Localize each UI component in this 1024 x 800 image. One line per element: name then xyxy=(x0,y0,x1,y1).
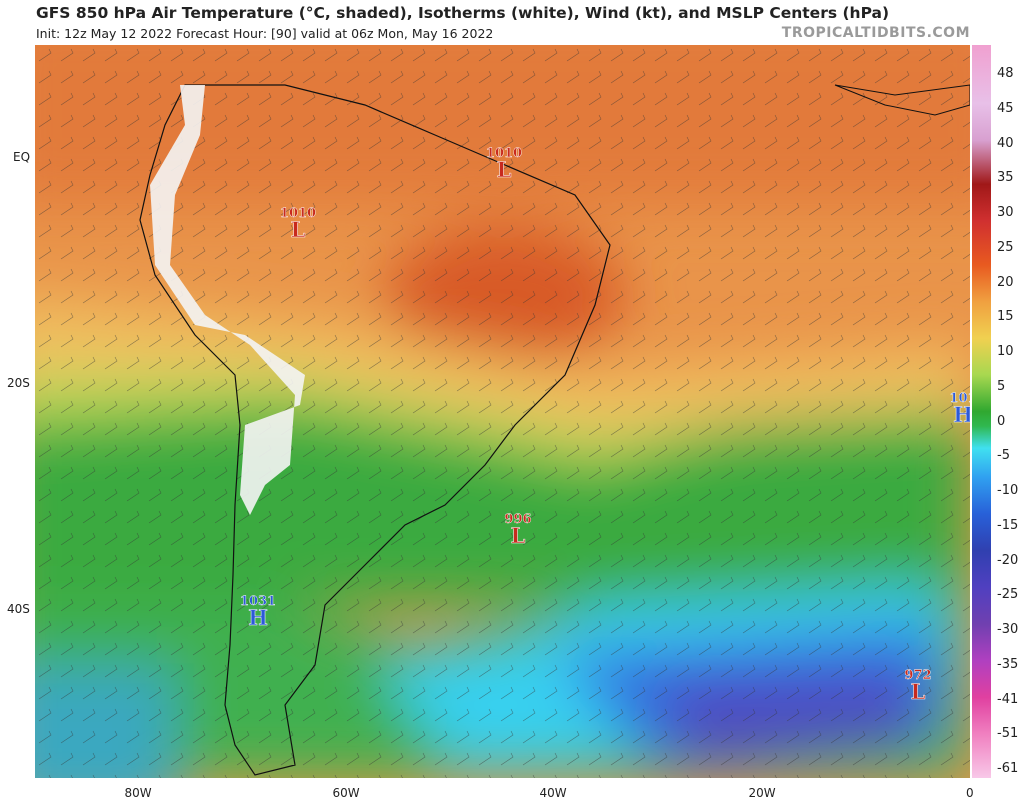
center-letter: L xyxy=(511,523,526,548)
lon-label: 80W xyxy=(124,786,152,800)
lon-label: 60W xyxy=(332,786,360,800)
colorbar-label: 48 xyxy=(997,66,1014,81)
colorbar-label: -61 xyxy=(997,761,1019,776)
colorbar-label: -10 xyxy=(997,483,1019,498)
colorbar-label: -25 xyxy=(997,587,1019,603)
lat-label: EQ xyxy=(13,150,31,164)
colorbar-label: 25 xyxy=(997,239,1014,255)
colorbar-label: -15 xyxy=(997,517,1019,533)
colorbar-label: 40 xyxy=(997,135,1014,151)
center-letter: L xyxy=(911,679,926,704)
colorbar-label: -20 xyxy=(997,552,1019,568)
wind-barbs xyxy=(35,45,970,778)
colorbar-label: -30 xyxy=(997,622,1019,637)
center-letter: L xyxy=(291,217,306,242)
center-pressure: 1010 xyxy=(280,206,316,221)
colorbar xyxy=(972,45,991,778)
terrain-mask xyxy=(150,85,305,515)
center-letter: H xyxy=(248,605,268,630)
colorbar-label: 30 xyxy=(997,205,1014,220)
lon-label: 20W xyxy=(748,786,776,800)
center-letter: H xyxy=(953,402,970,427)
colorbar-label: -51 xyxy=(997,726,1019,742)
subtitle: Init: 12z May 12 2022 Forecast Hour: [90… xyxy=(36,26,494,41)
colorbar-label: 35 xyxy=(997,170,1014,186)
center-letter: L xyxy=(497,157,512,182)
lon-label: 40W xyxy=(539,786,567,800)
colorbar-label: 10 xyxy=(997,344,1014,359)
colorbar-label: -5 xyxy=(997,448,1010,464)
colorbar-label: 0 xyxy=(997,413,1006,429)
colorbar-label: 15 xyxy=(997,309,1014,325)
center-pressure: 996 xyxy=(504,512,531,527)
colorbar-label: -35 xyxy=(997,656,1019,672)
south-america-coastline xyxy=(139,84,611,776)
center-pressure: 972 xyxy=(904,668,931,683)
title: GFS 850 hPa Air Temperature (°C, shaded)… xyxy=(36,4,890,22)
colorbar-label: 20 xyxy=(997,274,1014,290)
lat-label: 40S xyxy=(7,602,30,616)
colorbar-label: -41 xyxy=(997,691,1019,707)
lon-label: 0 xyxy=(966,786,974,800)
credit: TROPICALTIDBITS.COM xyxy=(781,25,970,41)
lat-label: 20S xyxy=(7,376,30,390)
africa-coastline xyxy=(834,84,970,116)
map: 1010L1010L996L1031H972L101H xyxy=(35,45,970,778)
colorbar-label: 5 xyxy=(997,378,1006,394)
center-pressure: 1010 xyxy=(486,146,522,161)
colorbar-label: 45 xyxy=(997,100,1014,116)
center-pressure: 1031 xyxy=(240,594,276,609)
center-pressure: 101 xyxy=(949,391,970,406)
